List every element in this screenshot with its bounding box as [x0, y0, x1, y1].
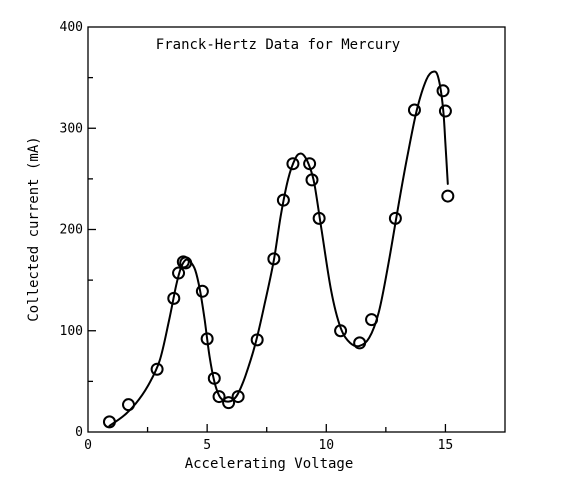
y-tick-label: 300: [60, 121, 83, 136]
data-point: [267, 252, 281, 266]
y-axis-label: Collected current (mA): [26, 136, 42, 321]
data-point: [365, 313, 379, 327]
data-point: [312, 211, 326, 225]
y-tick-label: 100: [60, 324, 83, 339]
data-point: [200, 332, 214, 346]
data-point: [334, 324, 348, 338]
data-point: [438, 104, 452, 118]
data-point: [122, 398, 136, 412]
data-point: [353, 336, 367, 350]
y-tick-label: 200: [60, 223, 83, 238]
data-point: [222, 396, 236, 410]
data-point: [179, 256, 193, 270]
data-point: [250, 333, 264, 347]
data-point: [150, 362, 164, 376]
x-tick-label: 5: [203, 438, 211, 453]
x-tick-label: 15: [438, 438, 454, 453]
data-point: [305, 173, 319, 187]
data-point: [212, 390, 226, 404]
data-point: [231, 390, 245, 404]
x-tick-label: 0: [84, 438, 92, 453]
data-point: [441, 189, 455, 203]
data-point: [172, 266, 186, 280]
data-point: [388, 211, 402, 225]
data-point: [407, 103, 421, 117]
y-tick-label: 0: [75, 425, 83, 440]
fit-curve: [108, 70, 449, 427]
data-point: [436, 84, 450, 98]
axes: 0 5 10 15 0 100 200 300 400: [60, 20, 454, 453]
data-point: [286, 157, 300, 171]
chart-title: Franck-Hertz Data for Mercury: [156, 37, 400, 53]
x-tick-label: 10: [318, 438, 334, 453]
data-point: [102, 415, 116, 429]
y-tick-label: 400: [60, 20, 83, 35]
data-point: [195, 284, 209, 298]
data-points: [102, 84, 455, 429]
data-point: [303, 157, 317, 171]
x-axis-label: Accelerating Voltage: [185, 456, 354, 472]
data-point: [167, 291, 181, 305]
data-point: [276, 193, 290, 207]
data-point: [207, 371, 221, 385]
plot-frame: [87, 26, 506, 433]
